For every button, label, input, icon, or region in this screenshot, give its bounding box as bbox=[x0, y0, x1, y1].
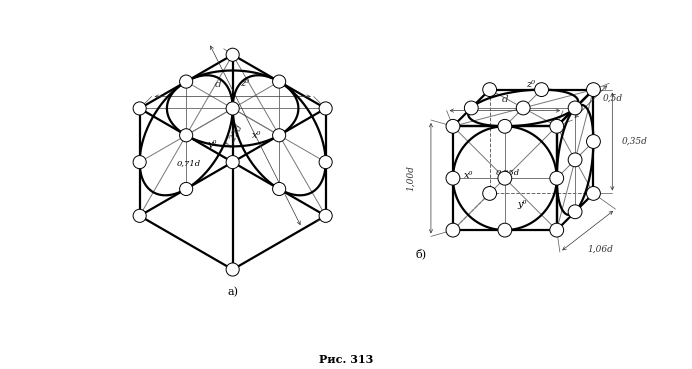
Circle shape bbox=[319, 209, 332, 223]
Circle shape bbox=[180, 129, 192, 142]
Circle shape bbox=[226, 48, 239, 61]
Circle shape bbox=[535, 83, 549, 97]
Circle shape bbox=[568, 153, 582, 167]
Circle shape bbox=[568, 101, 582, 115]
Circle shape bbox=[319, 156, 332, 169]
Circle shape bbox=[550, 171, 564, 185]
Text: 1,00d: 1,00d bbox=[406, 165, 415, 191]
Circle shape bbox=[498, 120, 512, 133]
Text: а): а) bbox=[227, 287, 238, 298]
Text: y⁰: y⁰ bbox=[207, 140, 217, 149]
Circle shape bbox=[483, 83, 497, 97]
Text: x⁰: x⁰ bbox=[464, 170, 473, 180]
Circle shape bbox=[133, 102, 146, 115]
Circle shape bbox=[568, 205, 582, 219]
Text: 0,71d: 0,71d bbox=[177, 159, 201, 167]
Circle shape bbox=[133, 156, 146, 169]
Circle shape bbox=[483, 186, 497, 200]
Circle shape bbox=[550, 223, 564, 237]
Circle shape bbox=[273, 75, 286, 88]
Text: y⁰: y⁰ bbox=[518, 200, 527, 209]
Circle shape bbox=[464, 101, 478, 115]
Circle shape bbox=[273, 182, 286, 196]
Text: 0,5d: 0,5d bbox=[603, 94, 623, 103]
Circle shape bbox=[550, 120, 564, 133]
Circle shape bbox=[180, 182, 192, 196]
Circle shape bbox=[587, 135, 601, 148]
Text: x⁰: x⁰ bbox=[252, 131, 262, 140]
Circle shape bbox=[516, 101, 530, 115]
Circle shape bbox=[587, 83, 601, 97]
Text: z⁰: z⁰ bbox=[527, 80, 536, 89]
Circle shape bbox=[226, 102, 239, 115]
Circle shape bbox=[587, 186, 601, 200]
Text: 1,22d: 1,22d bbox=[224, 122, 244, 149]
Circle shape bbox=[498, 171, 512, 185]
Circle shape bbox=[273, 129, 286, 142]
Text: d: d bbox=[502, 95, 508, 104]
Circle shape bbox=[446, 171, 460, 185]
Circle shape bbox=[446, 223, 460, 237]
Text: 0,95d: 0,95d bbox=[496, 168, 520, 176]
Circle shape bbox=[226, 156, 239, 169]
Circle shape bbox=[180, 75, 192, 88]
Text: б): б) bbox=[416, 249, 427, 260]
Text: z⁰: z⁰ bbox=[240, 79, 249, 87]
Circle shape bbox=[446, 120, 460, 133]
Circle shape bbox=[133, 209, 146, 223]
Circle shape bbox=[319, 102, 332, 115]
Circle shape bbox=[226, 263, 239, 276]
Circle shape bbox=[498, 223, 512, 237]
Text: Рис. 313: Рис. 313 bbox=[319, 354, 373, 365]
Text: 1,06d: 1,06d bbox=[588, 245, 613, 254]
Text: 0,35d: 0,35d bbox=[621, 137, 647, 146]
Text: d: d bbox=[215, 80, 221, 89]
